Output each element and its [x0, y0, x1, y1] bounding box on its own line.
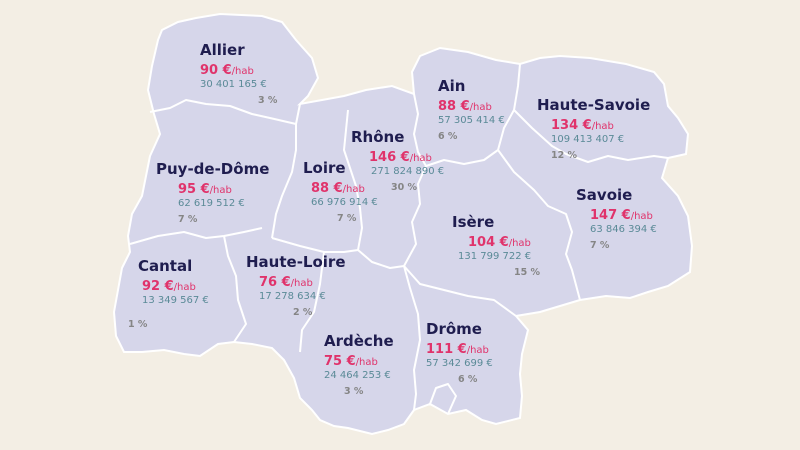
share-percent: 7 % [337, 213, 357, 224]
share-percent: 3 % [258, 95, 278, 106]
total-amount: 13 349 567 € [142, 295, 209, 306]
price-per-inhabitant: 111 €/hab [426, 342, 489, 357]
region-outline [112, 12, 694, 436]
total-amount: 30 401 165 € [200, 79, 267, 90]
dept-name: Loire [303, 159, 346, 177]
dept-name: Ain [438, 77, 466, 95]
total-amount: 57 305 414 € [438, 115, 505, 126]
share-percent: 7 % [590, 240, 610, 251]
total-amount: 271 824 890 € [371, 166, 445, 177]
share-percent: 2 % [293, 307, 313, 318]
dept-loire: Loire 88 €/hab 66 976 914 € 7 % [303, 161, 378, 224]
dept-name: Isère [452, 213, 495, 231]
total-amount: 62 619 512 € [178, 198, 245, 209]
total-amount: 24 464 253 € [324, 370, 391, 381]
dept-puy-de-dome: Puy-de-Dôme 95 €/hab 62 619 512 € 7 % [156, 162, 269, 225]
dept-name: Cantal [138, 257, 193, 275]
dept-ardeche: Ardèche 75 €/hab 24 464 253 € 3 % [324, 334, 394, 397]
share-percent: 6 % [438, 131, 458, 142]
share-percent: 1 % [128, 319, 148, 330]
dept-rhone: Rhône 146 €/hab 271 824 890 € 30 % [351, 130, 444, 193]
price-per-inhabitant: 88 €/hab [438, 99, 492, 114]
total-amount: 109 413 407 € [551, 134, 625, 145]
dept-name: Puy-de-Dôme [156, 160, 270, 178]
dept-name: Ardèche [324, 332, 394, 350]
dept-cantal: Cantal 92 €/hab 13 349 567 € 1 % [128, 257, 209, 330]
dept-name: Haute-Loire [246, 253, 346, 271]
share-percent: 15 % [514, 267, 541, 278]
dept-name: Haute-Savoie [537, 96, 651, 114]
share-percent: 7 % [178, 214, 198, 225]
dept-allier: Allier 90 €/hab 30 401 165 € 3 % [200, 43, 277, 106]
price-per-inhabitant: 134 €/hab [551, 118, 614, 133]
total-amount: 17 278 634 € [259, 291, 326, 302]
share-percent: 12 % [551, 150, 578, 161]
price-per-inhabitant: 75 €/hab [324, 354, 378, 369]
price-per-inhabitant: 90 €/hab [200, 63, 254, 78]
share-percent: 3 % [344, 386, 364, 397]
dept-name: Allier [200, 41, 245, 59]
price-per-inhabitant: 92 €/hab [142, 279, 196, 294]
price-per-inhabitant: 104 €/hab [468, 235, 531, 250]
dept-isere: Isère 104 €/hab 131 799 722 € 15 % [452, 215, 540, 278]
dept-name: Rhône [351, 128, 405, 146]
total-amount: 63 846 394 € [590, 224, 657, 235]
total-amount: 131 799 722 € [458, 251, 532, 262]
dept-haute-savoie: Haute-Savoie 134 €/hab 109 413 407 € 12 … [537, 98, 650, 161]
price-per-inhabitant: 147 €/hab [590, 208, 653, 223]
dept-name: Savoie [576, 186, 633, 204]
share-percent: 30 % [391, 182, 418, 193]
dept-drome: Drôme 111 €/hab 57 342 699 € 6 % [426, 322, 493, 385]
total-amount: 57 342 699 € [426, 358, 493, 369]
total-amount: 66 976 914 € [311, 197, 378, 208]
price-per-inhabitant: 76 €/hab [259, 275, 313, 290]
price-per-inhabitant: 95 €/hab [178, 182, 232, 197]
dept-savoie: Savoie 147 €/hab 63 846 394 € 7 % [576, 188, 657, 251]
dept-haute-loire: Haute-Loire 76 €/hab 17 278 634 € 2 % [246, 255, 346, 318]
price-per-inhabitant: 146 €/hab [369, 150, 432, 165]
department-borders [129, 63, 669, 415]
dept-ain: Ain 88 €/hab 57 305 414 € 6 % [438, 79, 505, 142]
price-per-inhabitant: 88 €/hab [311, 181, 365, 196]
dept-name: Drôme [426, 320, 482, 338]
share-percent: 6 % [458, 374, 478, 385]
